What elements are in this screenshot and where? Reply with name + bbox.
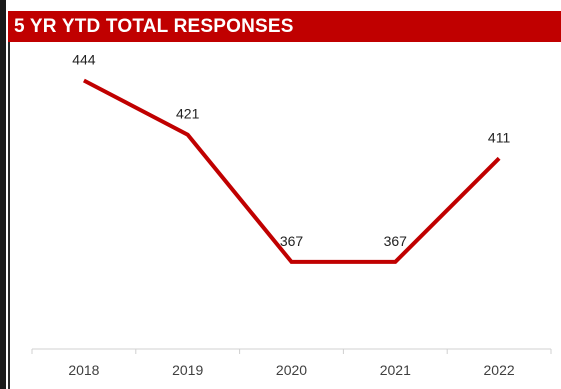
data-label-2018: 444 [72,52,96,68]
left-edge-bar [0,0,6,389]
x-tick-label-2022: 2022 [484,362,515,378]
plot-area-border [8,42,561,389]
x-tick-label-2020: 2020 [276,362,307,378]
x-tick-label-2018: 2018 [68,362,99,378]
data-label-2020: 367 [280,233,304,249]
chart-title: 5 YR YTD TOTAL RESPONSES [14,16,294,37]
series-line [82,78,501,264]
data-label-2022: 411 [488,129,511,145]
x-tick-label-2019: 2019 [172,362,203,378]
data-label-2019: 421 [176,106,200,122]
data-label-2021: 367 [384,233,408,249]
title-band: 5 YR YTD TOTAL RESPONSES [8,11,561,42]
x-tick-label-2021: 2021 [380,362,411,378]
